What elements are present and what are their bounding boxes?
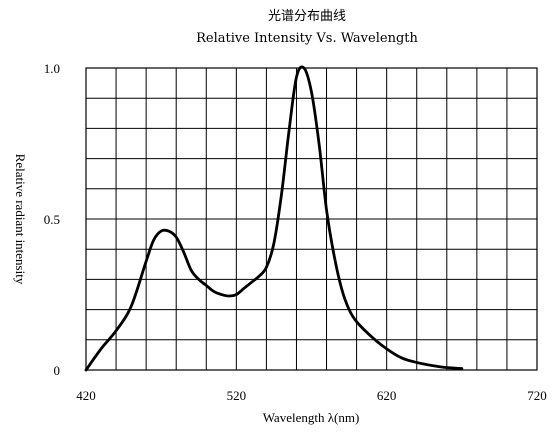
y-tick-label: 0 (54, 363, 61, 378)
y-axis-label: Relative radiant intensity (13, 154, 28, 285)
x-tick-label: 520 (227, 388, 247, 403)
x-tick-label: 620 (377, 388, 397, 403)
spectrum-line (84, 65, 464, 372)
y-tick-label: 1.0 (44, 61, 60, 76)
y-tick-label: 0.5 (44, 212, 60, 227)
x-axis-label: Wavelength λ(nm) (263, 410, 360, 425)
grid (86, 68, 537, 370)
tick-labels: 420 520 620 720 0 0.5 1.0 (44, 61, 547, 403)
x-tick-label: 720 (527, 388, 547, 403)
x-tick-label: 420 (76, 388, 96, 403)
chart-title: Relative Intensity Vs. Wavelength (196, 31, 418, 46)
plot-border (85, 67, 538, 371)
chart-title-chinese: 光谱分布曲线 (268, 9, 346, 24)
